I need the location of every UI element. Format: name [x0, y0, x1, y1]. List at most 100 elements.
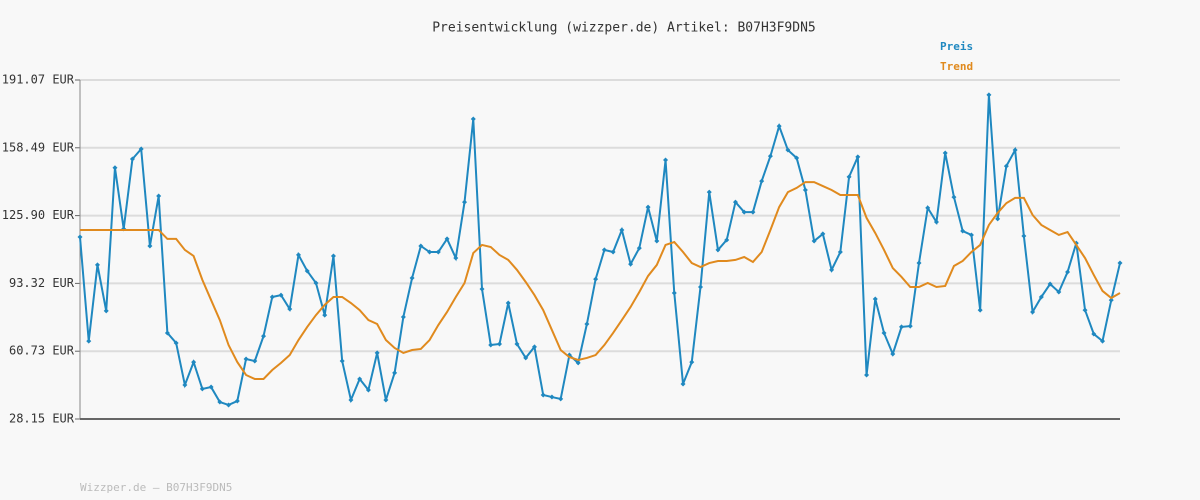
point: [243, 356, 249, 362]
y-tick-label: 60.73 EUR: [9, 344, 75, 358]
point: [872, 296, 878, 302]
point: [164, 330, 170, 336]
point: [374, 350, 380, 356]
point: [1065, 269, 1071, 275]
point: [182, 382, 188, 388]
point: [1038, 294, 1044, 300]
point: [418, 243, 424, 249]
point: [785, 147, 791, 153]
point: [706, 189, 712, 195]
point: [156, 193, 162, 199]
point: [741, 209, 747, 215]
point: [671, 290, 677, 296]
point: [94, 262, 100, 268]
point: [899, 324, 905, 330]
point: [558, 396, 564, 402]
point: [383, 397, 389, 403]
y-tick-label: 125.90 EUR: [2, 208, 75, 222]
point: [960, 228, 966, 234]
point: [689, 359, 695, 365]
point: [645, 204, 651, 210]
point: [269, 294, 275, 300]
point: [1082, 307, 1088, 313]
point: [811, 238, 817, 244]
point: [776, 123, 782, 129]
point: [252, 358, 258, 364]
point: [462, 199, 468, 205]
point: [881, 330, 887, 336]
point: [77, 234, 83, 240]
point: [837, 249, 843, 255]
point: [916, 260, 922, 266]
point: [1056, 289, 1062, 295]
point: [103, 308, 109, 314]
point: [663, 157, 669, 163]
point: [942, 150, 948, 156]
point: [925, 205, 931, 211]
point: [348, 397, 354, 403]
point: [199, 386, 205, 392]
point: [173, 340, 179, 346]
point: [732, 199, 738, 205]
point: [584, 321, 590, 327]
y-tick-label: 158.49 EUR: [2, 140, 75, 154]
point: [951, 194, 957, 200]
point: [287, 306, 293, 312]
point: [226, 402, 232, 408]
point: [820, 231, 826, 237]
point: [933, 219, 939, 225]
legend-label: Trend: [940, 60, 973, 73]
point: [531, 344, 537, 350]
point: [890, 351, 896, 357]
point: [593, 276, 599, 282]
y-tick-label: 191.07 EUR: [2, 73, 75, 87]
point: [846, 174, 852, 180]
point: [488, 342, 494, 348]
point: [427, 249, 433, 255]
point: [698, 284, 704, 290]
point: [1012, 147, 1018, 153]
point: [1100, 338, 1106, 344]
series-line: [80, 181, 1121, 380]
point: [802, 187, 808, 193]
chart-title: Preisentwicklung (wizzper.de) Artikel: B…: [432, 21, 816, 36]
point: [409, 275, 415, 281]
point: [261, 333, 267, 339]
point: [864, 372, 870, 378]
point: [829, 267, 835, 273]
y-tick-label: 93.32 EUR: [9, 276, 75, 290]
point: [1108, 297, 1114, 303]
point: [575, 360, 581, 366]
point: [365, 387, 371, 393]
point: [715, 247, 721, 253]
point: [217, 399, 223, 405]
point: [724, 237, 730, 243]
legend-label: Preis: [940, 40, 973, 53]
point: [855, 154, 861, 160]
point: [1021, 233, 1027, 239]
point: [759, 178, 765, 184]
footer: Wizzper.de – B07H3F9DN5: [80, 481, 232, 494]
point: [1117, 260, 1123, 266]
point: [505, 300, 511, 306]
point: [392, 370, 398, 376]
point: [680, 381, 686, 387]
point: [208, 384, 214, 390]
point: [1047, 281, 1053, 287]
point: [767, 153, 773, 159]
point: [794, 155, 800, 161]
point: [1030, 309, 1036, 315]
point: [138, 146, 144, 152]
point: [750, 209, 756, 215]
point: [330, 253, 336, 259]
point: [628, 261, 634, 267]
point: [977, 307, 983, 313]
point: [357, 376, 363, 382]
point: [907, 323, 913, 329]
point: [129, 156, 135, 162]
point: [295, 252, 301, 258]
point: [191, 359, 197, 365]
point: [601, 247, 607, 253]
